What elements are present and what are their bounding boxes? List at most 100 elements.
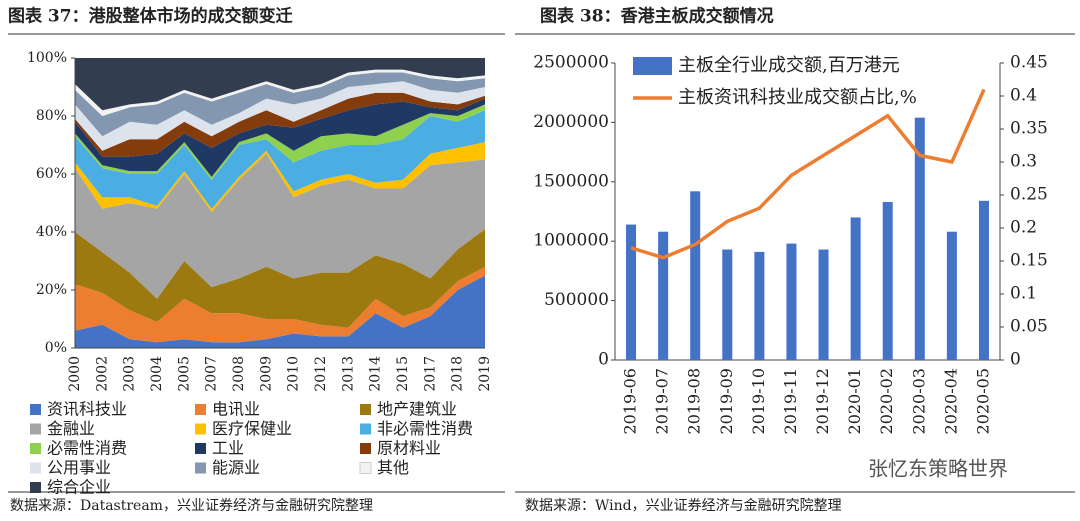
y-tick-label: 80% [36, 108, 67, 124]
x-tick-label: 2020-02 [877, 368, 896, 434]
watermark: 张忆东策略世界 [868, 457, 1008, 481]
y-tick-label: 100% [27, 50, 67, 66]
legend-label: 电讯业 [212, 400, 260, 419]
bar [818, 249, 829, 360]
x-tick-label: 2000 [67, 356, 83, 392]
x-tick-label: 2020-03 [909, 368, 928, 434]
x-tick-label: 2013 [340, 356, 356, 392]
legend-swatch [195, 404, 206, 415]
legend-label: 非必需性消费 [377, 419, 473, 438]
y-tick-label: 40% [36, 224, 67, 240]
legend-label: 能源业 [212, 458, 260, 477]
legend-label: 地产建筑业 [377, 400, 457, 419]
line [630, 88, 986, 260]
y2-tick-label: 0.25 [1010, 185, 1048, 205]
legend-swatch [30, 443, 41, 454]
legend-label: 原材料业 [377, 439, 441, 458]
bar [722, 249, 733, 360]
bar [690, 191, 701, 360]
bar [882, 201, 893, 360]
area [75, 58, 485, 111]
area [75, 104, 485, 180]
y-tick-label: 60% [36, 166, 67, 182]
area [75, 69, 485, 116]
area [75, 275, 485, 348]
legend-swatch [30, 423, 41, 435]
x-tick-label: 2019-10 [749, 368, 768, 434]
x-tick-label: 2017 [422, 356, 438, 392]
x-tick-label: 2003 [122, 356, 138, 392]
legend-swatch [360, 443, 371, 454]
y-tick-label: 2500000 [533, 53, 609, 73]
x-tick-label: 2019 [477, 356, 493, 392]
x-tick-label: 2019-09 [717, 368, 736, 434]
y2-tick-label: 0.45 [1010, 53, 1048, 73]
legend-swatch [30, 482, 41, 493]
y-tick-label: 0 [598, 350, 609, 370]
x-tick-label: 2014 [368, 356, 384, 392]
legend-swatch [30, 462, 41, 474]
y2-tick-label: 0.35 [1010, 119, 1048, 139]
bar [658, 231, 669, 360]
x-tick-label: 2010 [286, 356, 302, 392]
legend-label: 资讯科技业 [47, 400, 127, 419]
legend-label: 必需性消费 [47, 439, 127, 458]
x-tick-label: 2004 [149, 356, 165, 392]
y-tick-label: 2000000 [533, 112, 609, 132]
y-tick-label: 500000 [544, 290, 609, 310]
legend-label: 工业 [212, 439, 244, 458]
x-tick-label: 2019-08 [685, 368, 704, 434]
area [75, 229, 485, 328]
legend-label: 主板资讯科技业成交额占比,% [678, 87, 917, 108]
x-tick-label: 2007 [204, 356, 220, 392]
legend-swatch [195, 443, 206, 454]
area [75, 81, 485, 151]
legend-swatch [633, 57, 672, 75]
y-tick-label: 1500000 [533, 171, 609, 191]
y2-tick-label: 0.2 [1010, 218, 1037, 238]
y2-tick-label: 0.15 [1010, 251, 1048, 271]
area [75, 110, 485, 209]
area [75, 142, 485, 212]
x-tick-label: 2009 [258, 356, 274, 392]
area [75, 266, 485, 343]
legend-label: 金融业 [47, 419, 95, 438]
y2-tick-label: 0.1 [1010, 284, 1037, 304]
bar [978, 200, 989, 360]
legend-label: 综合企业 [47, 478, 111, 497]
x-tick-label: 2008 [231, 356, 247, 392]
y-tick-label: 20% [36, 282, 67, 298]
x-tick-label: 2019-06 [621, 368, 640, 434]
bar [946, 231, 957, 360]
y-tick-label: 0% [45, 340, 67, 356]
x-tick-label: 2012 [313, 356, 329, 392]
legend-swatch [30, 404, 41, 415]
legend-swatch [359, 462, 372, 474]
area [75, 153, 485, 299]
legend-label: 公用事业 [47, 458, 111, 477]
y-tick-label: 1000000 [533, 231, 609, 251]
bar [786, 243, 797, 360]
bar [754, 251, 765, 360]
legend-swatch [195, 462, 206, 474]
legend-label: 医疗保健业 [212, 419, 292, 438]
legend-swatch [360, 404, 371, 415]
x-tick-label: 2019-07 [653, 368, 672, 434]
legend-label: 主板全行业成交额,百万港元 [678, 55, 900, 76]
area [75, 92, 485, 157]
y2-tick-label: 0.4 [1010, 86, 1037, 106]
bar [914, 117, 925, 360]
x-tick-label: 2018 [450, 356, 466, 392]
legend-swatch [360, 423, 371, 435]
x-tick-label: 2019-12 [813, 368, 832, 434]
x-tick-label: 2005 [176, 356, 192, 392]
x-tick-label: 2015 [395, 356, 411, 392]
x-tick-label: 2020-01 [845, 368, 864, 434]
bar [626, 224, 637, 360]
chart-title: 图表 37：港股整体市场的成交额变迁 [8, 6, 293, 27]
chart-title: 图表 38：香港主板成交额情况 [540, 6, 774, 27]
bar [850, 217, 861, 360]
y2-tick-label: 0.3 [1010, 152, 1037, 172]
x-tick-label: 2020-05 [973, 368, 992, 434]
